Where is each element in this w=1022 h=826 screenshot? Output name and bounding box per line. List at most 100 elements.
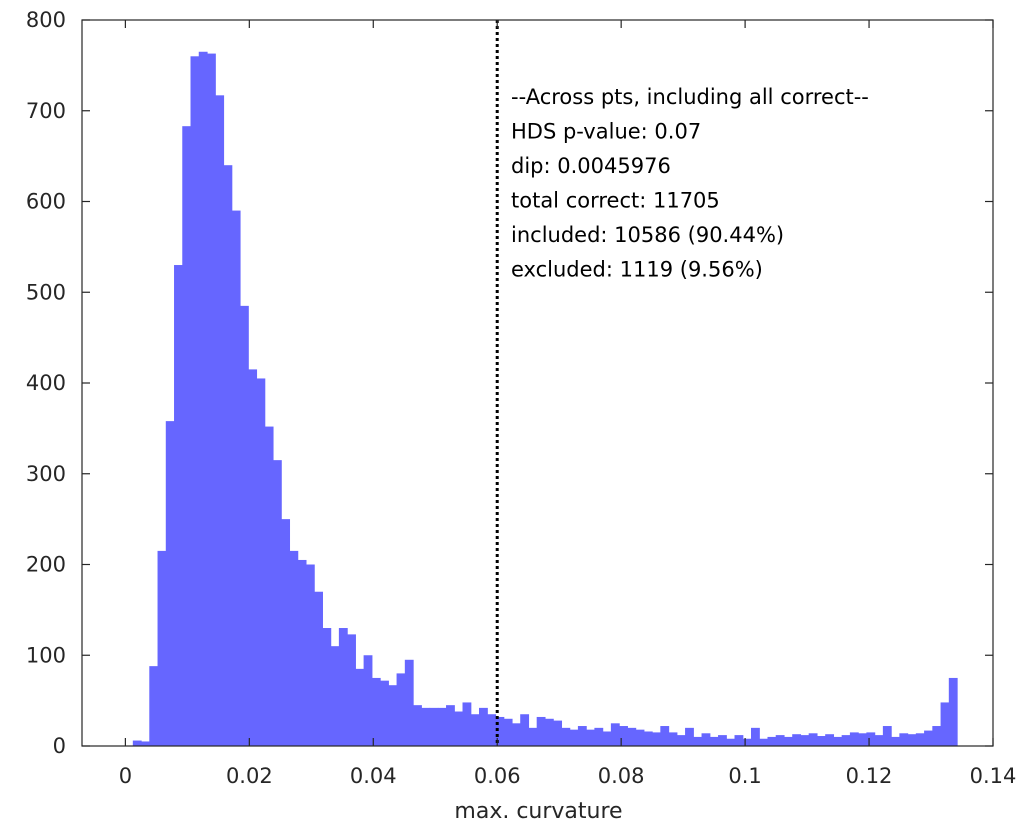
y-tick-label: 800 bbox=[26, 8, 66, 32]
histogram-bar bbox=[792, 734, 802, 746]
histogram-bar bbox=[742, 738, 752, 746]
annotation-line: excluded: 1119 (9.56%) bbox=[511, 258, 763, 282]
histogram-bar bbox=[783, 736, 793, 746]
histogram-bar bbox=[866, 732, 876, 746]
histogram-bar bbox=[380, 680, 389, 746]
histogram-bar bbox=[520, 714, 530, 746]
histogram-bar bbox=[594, 727, 604, 746]
annotation-line: --Across pts, including all correct-- bbox=[511, 85, 869, 109]
histogram-bar bbox=[660, 726, 670, 746]
histogram-bar bbox=[503, 718, 513, 746]
histogram-bar bbox=[479, 707, 488, 746]
histogram-bar bbox=[281, 519, 291, 747]
histogram-bar bbox=[223, 165, 233, 746]
histogram-bar bbox=[272, 460, 282, 746]
histogram-bar bbox=[701, 733, 711, 746]
histogram-bar bbox=[182, 126, 192, 747]
y-tick-label: 200 bbox=[26, 553, 66, 577]
histogram-bar bbox=[948, 677, 958, 746]
histogram-bar bbox=[305, 564, 315, 746]
histogram-bar bbox=[668, 732, 678, 746]
histogram-bar bbox=[841, 735, 851, 746]
histogram-bar bbox=[132, 740, 142, 746]
histogram-bar bbox=[924, 730, 933, 746]
x-tick-labels: 0 0.02 0.04 0.06 0.08 0.1 0.12 0.14 bbox=[119, 764, 1017, 788]
histogram-bar bbox=[907, 734, 917, 746]
annotation-line: total correct: 11705 bbox=[511, 189, 720, 213]
histogram-bar bbox=[314, 591, 323, 746]
histogram-bar bbox=[858, 733, 867, 746]
histogram-bar bbox=[643, 731, 653, 746]
histogram-bar bbox=[289, 550, 299, 746]
x-tick-label: 0 bbox=[119, 764, 132, 788]
y-tick-labels: 0 100 200 300 400 500 600 700 800 bbox=[26, 8, 66, 758]
histogram-bar bbox=[322, 628, 332, 746]
histogram-bar bbox=[239, 305, 249, 746]
histogram-bar bbox=[198, 51, 208, 746]
histogram-bar bbox=[825, 734, 835, 746]
histogram-bar bbox=[215, 95, 225, 746]
histogram-bar bbox=[404, 659, 414, 746]
y-tick-label: 400 bbox=[26, 371, 66, 395]
histogram-bar bbox=[330, 646, 340, 746]
histogram-bar bbox=[511, 723, 521, 746]
histogram-bar bbox=[899, 733, 909, 746]
histogram-bar bbox=[808, 733, 818, 746]
histogram-bars bbox=[132, 51, 958, 747]
histogram-bar bbox=[751, 727, 760, 746]
histogram-bar bbox=[429, 707, 439, 746]
histogram-bar bbox=[619, 726, 628, 746]
histogram-bar bbox=[454, 711, 464, 746]
histogram-bar bbox=[940, 702, 950, 746]
histogram-bar bbox=[586, 729, 595, 746]
histogram-bar bbox=[627, 727, 637, 746]
x-tick-label: 0.04 bbox=[350, 764, 397, 788]
x-tick-label: 0.08 bbox=[598, 764, 645, 788]
histogram-bar bbox=[915, 733, 925, 746]
histogram-bar bbox=[371, 677, 381, 746]
histogram-bar bbox=[759, 738, 769, 746]
x-tick-label: 0.12 bbox=[846, 764, 893, 788]
histogram-bar bbox=[553, 720, 563, 746]
histogram-bar bbox=[602, 731, 612, 746]
histogram-bar bbox=[495, 716, 505, 746]
y-tick-label: 0 bbox=[53, 734, 66, 758]
histogram-bar bbox=[693, 736, 703, 746]
histogram-bar bbox=[775, 735, 785, 746]
histogram-bar bbox=[874, 735, 884, 746]
y-tick-label: 700 bbox=[26, 99, 66, 123]
histogram-bar bbox=[297, 559, 307, 746]
annotation-line: HDS p-value: 0.07 bbox=[511, 120, 701, 144]
histogram-bar bbox=[652, 732, 661, 746]
histogram-bar bbox=[528, 727, 538, 746]
axis-ticks bbox=[82, 19, 994, 747]
histogram-bar bbox=[882, 726, 892, 746]
histogram-bar bbox=[363, 655, 373, 746]
histogram-bar bbox=[470, 714, 480, 746]
histogram-bar bbox=[718, 735, 727, 746]
histogram-bar bbox=[635, 729, 645, 746]
x-tick-label: 0.1 bbox=[728, 764, 761, 788]
histogram-bar bbox=[767, 736, 777, 746]
histogram-bar bbox=[264, 426, 274, 746]
histogram-bar bbox=[421, 707, 431, 746]
histogram-bar bbox=[685, 727, 694, 746]
histogram-bar bbox=[833, 736, 843, 746]
histogram-bar bbox=[536, 716, 546, 746]
histogram-bar bbox=[446, 705, 455, 746]
histogram-bar bbox=[462, 702, 472, 746]
histogram-bar bbox=[849, 732, 859, 746]
x-tick-label: 0.06 bbox=[474, 764, 521, 788]
x-tick-label: 0.14 bbox=[970, 764, 1017, 788]
histogram-bar bbox=[141, 741, 150, 746]
histogram-bar bbox=[338, 628, 348, 746]
y-tick-label: 600 bbox=[26, 190, 66, 214]
histogram-bar bbox=[437, 707, 447, 746]
histogram-bar bbox=[709, 736, 719, 746]
histogram-bar bbox=[891, 736, 900, 746]
histogram-bar bbox=[231, 210, 241, 746]
histogram-bar bbox=[561, 727, 571, 746]
histogram-bar bbox=[165, 421, 175, 746]
histogram-bar bbox=[610, 723, 620, 746]
